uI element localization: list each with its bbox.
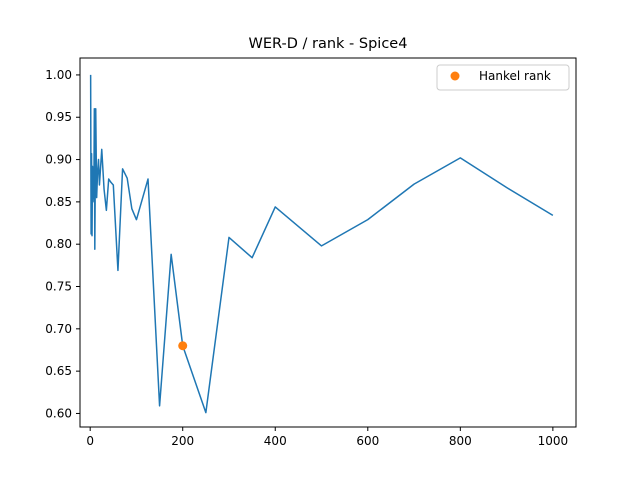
y-tick-label: 0.95 — [45, 110, 72, 124]
x-tick-label: 400 — [264, 434, 287, 448]
x-tick-label: 800 — [449, 434, 472, 448]
y-tick-label: 1.00 — [45, 68, 72, 82]
series-line-wer-d — [89, 74, 554, 414]
plot-area — [79, 57, 577, 428]
y-axis: 0.60 0.65 0.70 0.75 0.80 0.85 0.90 0.95 1.00 — [45, 68, 80, 420]
y-tick-label: 0.60 — [45, 406, 72, 420]
hankel-rank-point — [178, 341, 188, 351]
y-tick-label: 0.75 — [45, 280, 72, 294]
y-tick-label: 0.85 — [45, 195, 72, 209]
y-tick-label: 0.80 — [45, 237, 72, 251]
legend-marker-hankel-rank — [450, 71, 460, 81]
y-tick-label: 0.90 — [45, 153, 72, 167]
x-tick-label: 1000 — [538, 434, 569, 448]
legend: Hankel rank — [436, 64, 570, 91]
y-tick-label: 0.65 — [45, 364, 72, 378]
chart-title: WER-D / rank - Spice4 — [249, 36, 408, 52]
x-axis: 0 200 400 600 800 1000 — [86, 427, 568, 448]
series-layer — [89, 74, 554, 414]
x-tick-label: 600 — [356, 434, 379, 448]
x-tick-label: 200 — [171, 434, 194, 448]
axes-frame — [79, 57, 577, 428]
legend-box — [436, 64, 570, 91]
x-tick-label: 0 — [86, 434, 94, 448]
legend-label-hankel-rank: Hankel rank — [479, 69, 551, 83]
y-tick-label: 0.70 — [45, 322, 72, 336]
